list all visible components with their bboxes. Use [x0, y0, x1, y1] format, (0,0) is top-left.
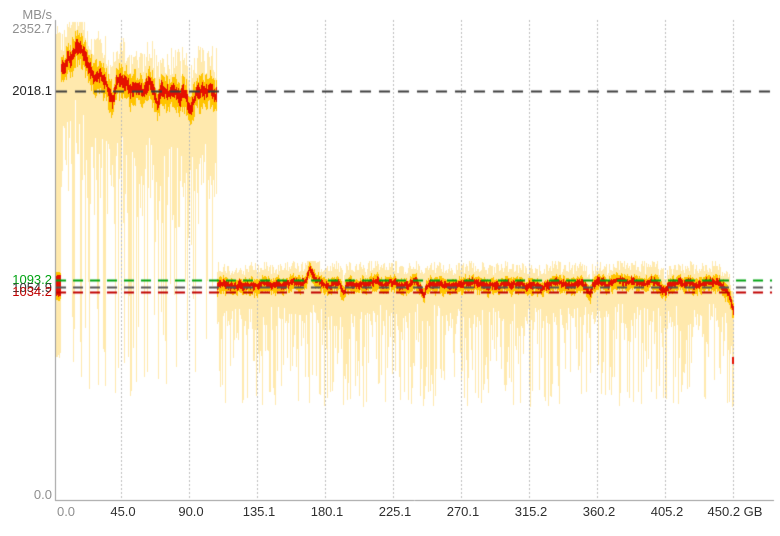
x-tick-label-5: 225.1 [378, 504, 412, 519]
x-tick-label-4: 180.1 [310, 504, 344, 519]
x-tick-label-8: 360.2 [582, 504, 616, 519]
y-tick-label-1093-2: 1093.2 [12, 272, 52, 287]
y-tick-label-2018-1: 2018.1 [12, 83, 52, 98]
x-tick-label-7: 315.2 [514, 504, 548, 519]
y-tick-label-1034-2: 1034.2 [12, 284, 52, 299]
x-tick-label-6: 270.1 [446, 504, 480, 519]
x-tick-label-3: 135.1 [242, 504, 276, 519]
y-tick-label-2352-7: 2352.7 [12, 21, 52, 36]
y-tick-label-1054-9: 1054.9 [12, 280, 52, 295]
x-tick-label-1: 45.0 [110, 504, 136, 519]
y-axis-unit-label: MB/s [22, 7, 52, 22]
x-tick-label-0: 0.0 [56, 504, 76, 519]
x-tick-label-2: 90.0 [178, 504, 204, 519]
x-tick-label-10: 450.2 GB [707, 504, 763, 519]
y-tick-label-0-0: 0.0 [33, 487, 52, 502]
x-tick-label-9: 405.2 [650, 504, 684, 519]
